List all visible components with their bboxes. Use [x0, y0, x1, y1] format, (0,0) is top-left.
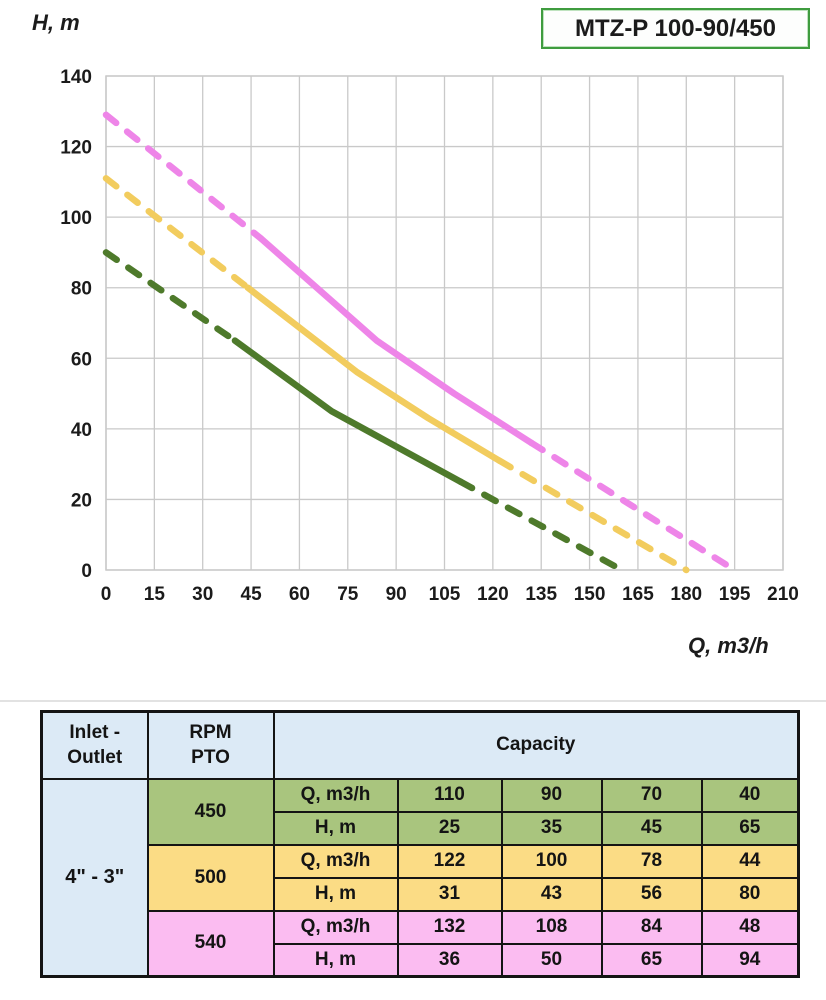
curve-500-rpm-dashed-head — [102, 175, 252, 291]
header-inlet-outlet: Inlet - Outlet — [40, 710, 149, 780]
cell-450-q2: 90 — [500, 777, 603, 813]
cell-540-q2: 108 — [500, 909, 603, 945]
cell-500-q4: 44 — [700, 843, 800, 879]
cell-450-h2: 35 — [500, 810, 603, 846]
x-tick-90: 90 — [386, 584, 407, 605]
cell-500-h2: 43 — [500, 876, 603, 912]
x-tick-105: 105 — [429, 584, 461, 605]
cell-540-h1: 36 — [396, 942, 503, 978]
row-540-h-label: H, m — [272, 942, 399, 978]
pump-data-table: Inlet - Outlet RPM PTO Capacity 4" - 3" … — [40, 710, 801, 978]
pump-curve-chart-section: H, m MTZ-P 100-90/450 0 20 40 60 80 100 120 140… — [32, 8, 810, 658]
x-tick-30: 30 — [192, 584, 213, 605]
curve-540-rpm-dashed-tail — [528, 439, 738, 574]
cell-540-q4: 48 — [700, 909, 800, 945]
curve-450-rpm-solid — [231, 337, 464, 486]
cell-450-h4: 65 — [700, 810, 800, 846]
y-tick-0: 0 — [81, 561, 92, 582]
x-axis-title: Q, m3/h — [688, 633, 769, 658]
header-rpm-pto: RPM PTO — [146, 710, 275, 780]
x-tick-15: 15 — [144, 584, 166, 605]
cell-450-h3: 45 — [600, 810, 703, 846]
row-540-q-label: Q, m3/h — [272, 909, 399, 945]
curve-540-rpm-dashed-head — [102, 111, 264, 242]
y-tick-140: 140 — [60, 67, 92, 88]
cell-500-q1: 122 — [396, 843, 503, 879]
x-tick-180: 180 — [670, 584, 702, 605]
rpm-450-cell: 450 — [146, 777, 275, 846]
section-divider — [0, 700, 826, 702]
y-tick-20: 20 — [71, 490, 92, 511]
cell-450-q1: 110 — [396, 777, 503, 813]
header-inlet-line2: Outlet — [67, 747, 123, 769]
rpm-500-cell: 500 — [146, 843, 275, 912]
row-450-q-label: Q, m3/h — [272, 777, 399, 813]
row-450-h-label: H, m — [272, 810, 399, 846]
rpm-540-cell: 540 — [146, 909, 275, 978]
cell-540-h4: 94 — [700, 942, 800, 978]
curve-540-rpm-solid — [257, 235, 535, 447]
plot-border — [105, 75, 784, 571]
x-tick-135: 135 — [525, 584, 557, 605]
cell-500-h3: 56 — [600, 876, 703, 912]
row-500-q-label: Q, m3/h — [272, 843, 399, 879]
curve-500-rpm-dashed-tail — [496, 457, 690, 574]
cell-450-q4: 40 — [700, 777, 800, 813]
x-tick-120: 120 — [477, 584, 509, 605]
y-axis-title: H, m — [32, 10, 80, 35]
y-tick-100: 100 — [60, 208, 92, 229]
cell-500-h1: 31 — [396, 876, 503, 912]
y-tick-120: 120 — [60, 138, 92, 159]
cell-450-h1: 25 — [396, 810, 503, 846]
curve-500-rpm-solid — [244, 284, 503, 464]
curve-450-rpm-dashed-head — [102, 249, 239, 344]
x-tick-165: 165 — [622, 584, 654, 605]
pump-performance-chart: 0 20 40 60 80 100 120 140 0 15 30 45 60 75 90 105 120 135… — [60, 67, 799, 605]
cell-540-h3: 65 — [600, 942, 703, 978]
y-tick-40: 40 — [71, 420, 92, 441]
x-tick-150: 150 — [574, 584, 606, 605]
curve-450-rpm-dashed-tail — [457, 478, 626, 574]
header-capacity: Capacity — [272, 710, 800, 780]
row-500-h-label: H, m — [272, 876, 399, 912]
header-rpm-line1: RPM — [189, 721, 232, 743]
chart-title: MTZ-P 100-90/450 — [575, 14, 776, 42]
cell-450-q3: 70 — [600, 777, 703, 813]
cell-500-q3: 78 — [600, 843, 703, 879]
cell-540-q3: 84 — [600, 909, 703, 945]
x-tick-0: 0 — [101, 584, 112, 605]
x-tick-210: 210 — [767, 584, 799, 605]
cell-540-q1: 132 — [396, 909, 503, 945]
header-inlet-line1: Inlet - — [69, 721, 121, 743]
x-tick-60: 60 — [289, 584, 310, 605]
chart-title-box: MTZ-P 100-90/450 — [541, 8, 810, 49]
y-tick-60: 60 — [71, 349, 92, 370]
x-tick-45: 45 — [241, 584, 263, 605]
cell-500-h4: 80 — [700, 876, 800, 912]
cell-540-h2: 50 — [500, 942, 603, 978]
header-rpm-line2: PTO — [191, 747, 230, 769]
cell-500-q2: 100 — [500, 843, 603, 879]
inlet-outlet-value: 4" - 3" — [40, 777, 149, 978]
x-tick-195: 195 — [719, 584, 751, 605]
y-tick-80: 80 — [71, 279, 92, 300]
x-tick-75: 75 — [337, 584, 359, 605]
